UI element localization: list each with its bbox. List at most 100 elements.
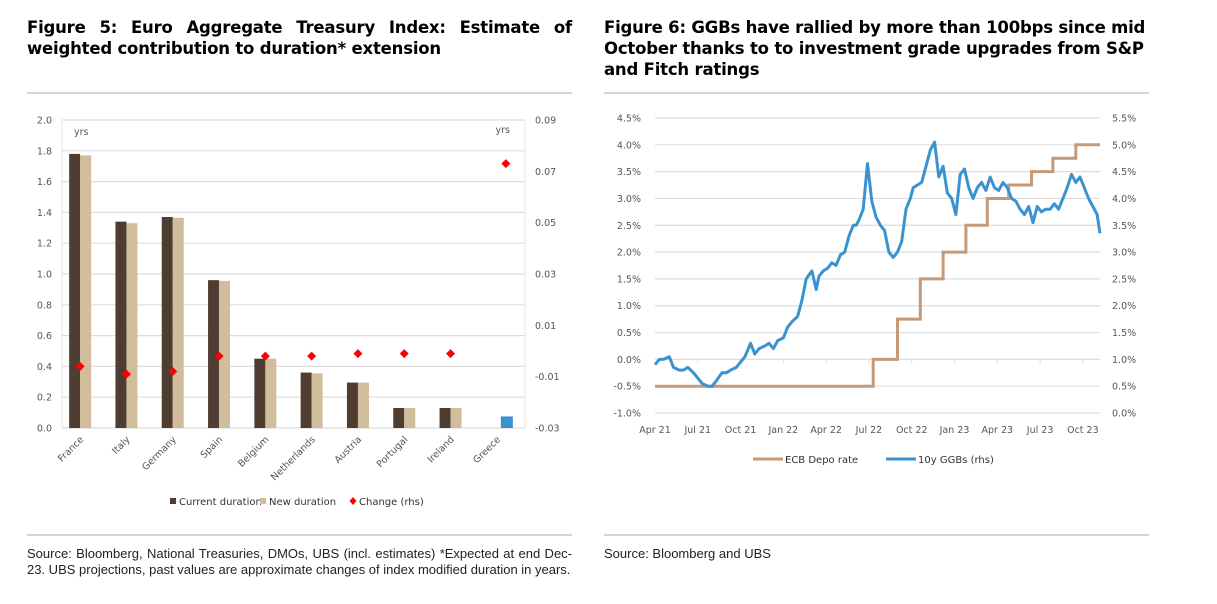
right-axis-tick-label: 5.5% <box>1112 114 1136 125</box>
right-axis-tick-label: 4.5% <box>1112 167 1136 178</box>
category-label: Italy <box>110 434 133 457</box>
bar-current-duration <box>69 153 81 428</box>
figure-6-bottom-rule <box>604 534 1149 536</box>
left-axis-tick-label: 1.5% <box>617 274 641 285</box>
figure-5-source: Source: Bloomberg, National Treasuries, … <box>27 546 572 577</box>
right-axis-tick-label: 2.5% <box>1112 274 1136 285</box>
change-marker <box>260 351 270 361</box>
figure-6-chart: -1.0% -0.5% 0.0% 0.5% 1.0% 1.5% 2.0% 2.5% 3.0% 3.… <box>613 114 1136 467</box>
left-axis-tick-label: 2.0 <box>37 116 52 127</box>
right-axis-tick-label: -0.01 <box>535 372 560 383</box>
right-axis-tick-label: 0.01 <box>535 321 556 332</box>
left-axis-tick-label: 1.4 <box>37 208 52 219</box>
category-label: Greece <box>471 434 503 466</box>
bar-greece <box>500 416 513 428</box>
bar-current-duration <box>115 221 127 428</box>
right-axis-tick-label: 3.0% <box>1112 248 1136 259</box>
x-axis-tick-label: Apr 22 <box>810 425 842 436</box>
figure-6-source: Source: Bloomberg and UBS <box>604 546 771 561</box>
bar-current-duration <box>346 382 358 428</box>
bar-current-duration <box>393 407 405 428</box>
change-marker <box>501 159 511 169</box>
right-axis-tick-label: 0.5% <box>1112 382 1136 393</box>
bar-current-duration <box>254 358 266 428</box>
left-axis-tick-label: 0.5% <box>617 328 641 339</box>
legend-swatch <box>349 497 357 505</box>
right-axis-tick-label: 2.0% <box>1112 301 1136 312</box>
left-axis-tick-label: 1.0 <box>37 270 52 281</box>
bar-new-duration <box>265 358 277 428</box>
category-label: Ireland <box>426 434 457 465</box>
right-axis-tick-label: 1.5% <box>1112 328 1136 339</box>
bar-new-duration <box>404 407 416 428</box>
right-axis-tick-label: 5.0% <box>1112 140 1136 151</box>
x-axis-tick-label: Jul 22 <box>855 425 883 436</box>
legend-swatch <box>170 498 176 504</box>
right-axis-tick-label: 0.07 <box>535 167 556 178</box>
bar-new-duration <box>311 373 323 428</box>
category-label: Belgium <box>236 434 271 469</box>
legend-label: Current duration <box>179 497 262 508</box>
left-axis-tick-label: 1.8 <box>37 146 52 157</box>
x-axis-tick-label: Oct 23 <box>1067 425 1099 436</box>
bar-current-duration <box>439 407 451 428</box>
left-axis-tick-label: 4.5% <box>617 114 641 125</box>
figure-6-title: Figure 6: GGBs have rallied by more than… <box>604 18 1146 79</box>
bar-new-duration <box>357 382 369 428</box>
x-axis-tick-label: Jul 21 <box>683 425 711 436</box>
left-axis-tick-label: 1.2 <box>37 239 52 250</box>
left-axis-tick-label: 1.6 <box>37 177 52 188</box>
left-axis-tick-label: 0.8 <box>37 300 52 311</box>
left-axis-tick-label: 0.2 <box>37 393 52 404</box>
figure-6-top-rule <box>604 92 1149 94</box>
bar-current-duration <box>161 217 173 428</box>
series-line-10y-ggbs <box>653 140 1102 388</box>
bar-new-duration <box>450 407 462 428</box>
right-axis-tick-label: 0.0% <box>1112 409 1136 420</box>
bar-current-duration <box>208 280 220 428</box>
left-axis-tick-label: 0.6 <box>37 331 52 342</box>
legend-label: Change (rhs) <box>359 497 424 508</box>
bar-new-duration <box>219 280 231 428</box>
category-label: Germany <box>140 434 179 473</box>
change-marker <box>399 349 409 359</box>
legend-swatch <box>260 498 266 504</box>
left-axis-tick-label: 2.0% <box>617 248 641 259</box>
left-axis-tick-label: 0.0% <box>617 355 641 366</box>
figure-5-title: Figure 5: Euro Aggregate Treasury Index:… <box>27 18 572 58</box>
x-axis-tick-label: Jul 23 <box>1026 425 1054 436</box>
left-axis-tick-label: 3.0% <box>617 194 641 205</box>
legend-label: 10y GGBs (rhs) <box>918 455 994 466</box>
right-axis-tick-label: 0.05 <box>535 218 556 229</box>
change-marker <box>214 351 224 361</box>
left-axis-tick-label: 3.5% <box>617 167 641 178</box>
figure-5-bottom-rule <box>27 534 572 536</box>
left-axis-tick-label: 4.0% <box>617 140 641 151</box>
legend-label: ECB Depo rate <box>785 455 858 466</box>
figure-5-top-rule <box>27 92 572 94</box>
x-axis-tick-label: Oct 22 <box>896 425 928 436</box>
change-marker <box>168 367 178 377</box>
change-marker <box>75 361 85 371</box>
legend-label: New duration <box>269 497 336 508</box>
bar-new-duration <box>172 217 184 428</box>
change-marker <box>446 349 456 359</box>
right-axis-tick-label: 1.0% <box>1112 355 1136 366</box>
category-label: Spain <box>199 434 226 461</box>
bar-current-duration <box>300 372 312 428</box>
right-axis-tick-label: 4.0% <box>1112 194 1136 205</box>
x-axis-tick-label: Apr 23 <box>982 425 1014 436</box>
change-marker <box>121 369 131 379</box>
right-axis-tick-label: 0.03 <box>535 270 556 281</box>
x-axis-tick-label: Jan 22 <box>767 425 798 436</box>
category-label: France <box>56 434 86 464</box>
category-label: Austria <box>333 434 365 466</box>
left-axis-tick-label: 2.5% <box>617 221 641 232</box>
figure-5-chart: 0.0 0.2 0.4 0.6 0.8 1.0 1.2 1.4 1.6 1.8 2.0 -0.03 -0… <box>37 116 560 509</box>
left-axis-tick-label: 0.4 <box>37 362 52 373</box>
change-marker <box>307 351 317 361</box>
bar-new-duration <box>126 223 138 428</box>
category-label: Portugal <box>375 434 411 470</box>
right-axis-tick-label: 0.09 <box>535 116 556 127</box>
bar-new-duration <box>80 155 92 429</box>
